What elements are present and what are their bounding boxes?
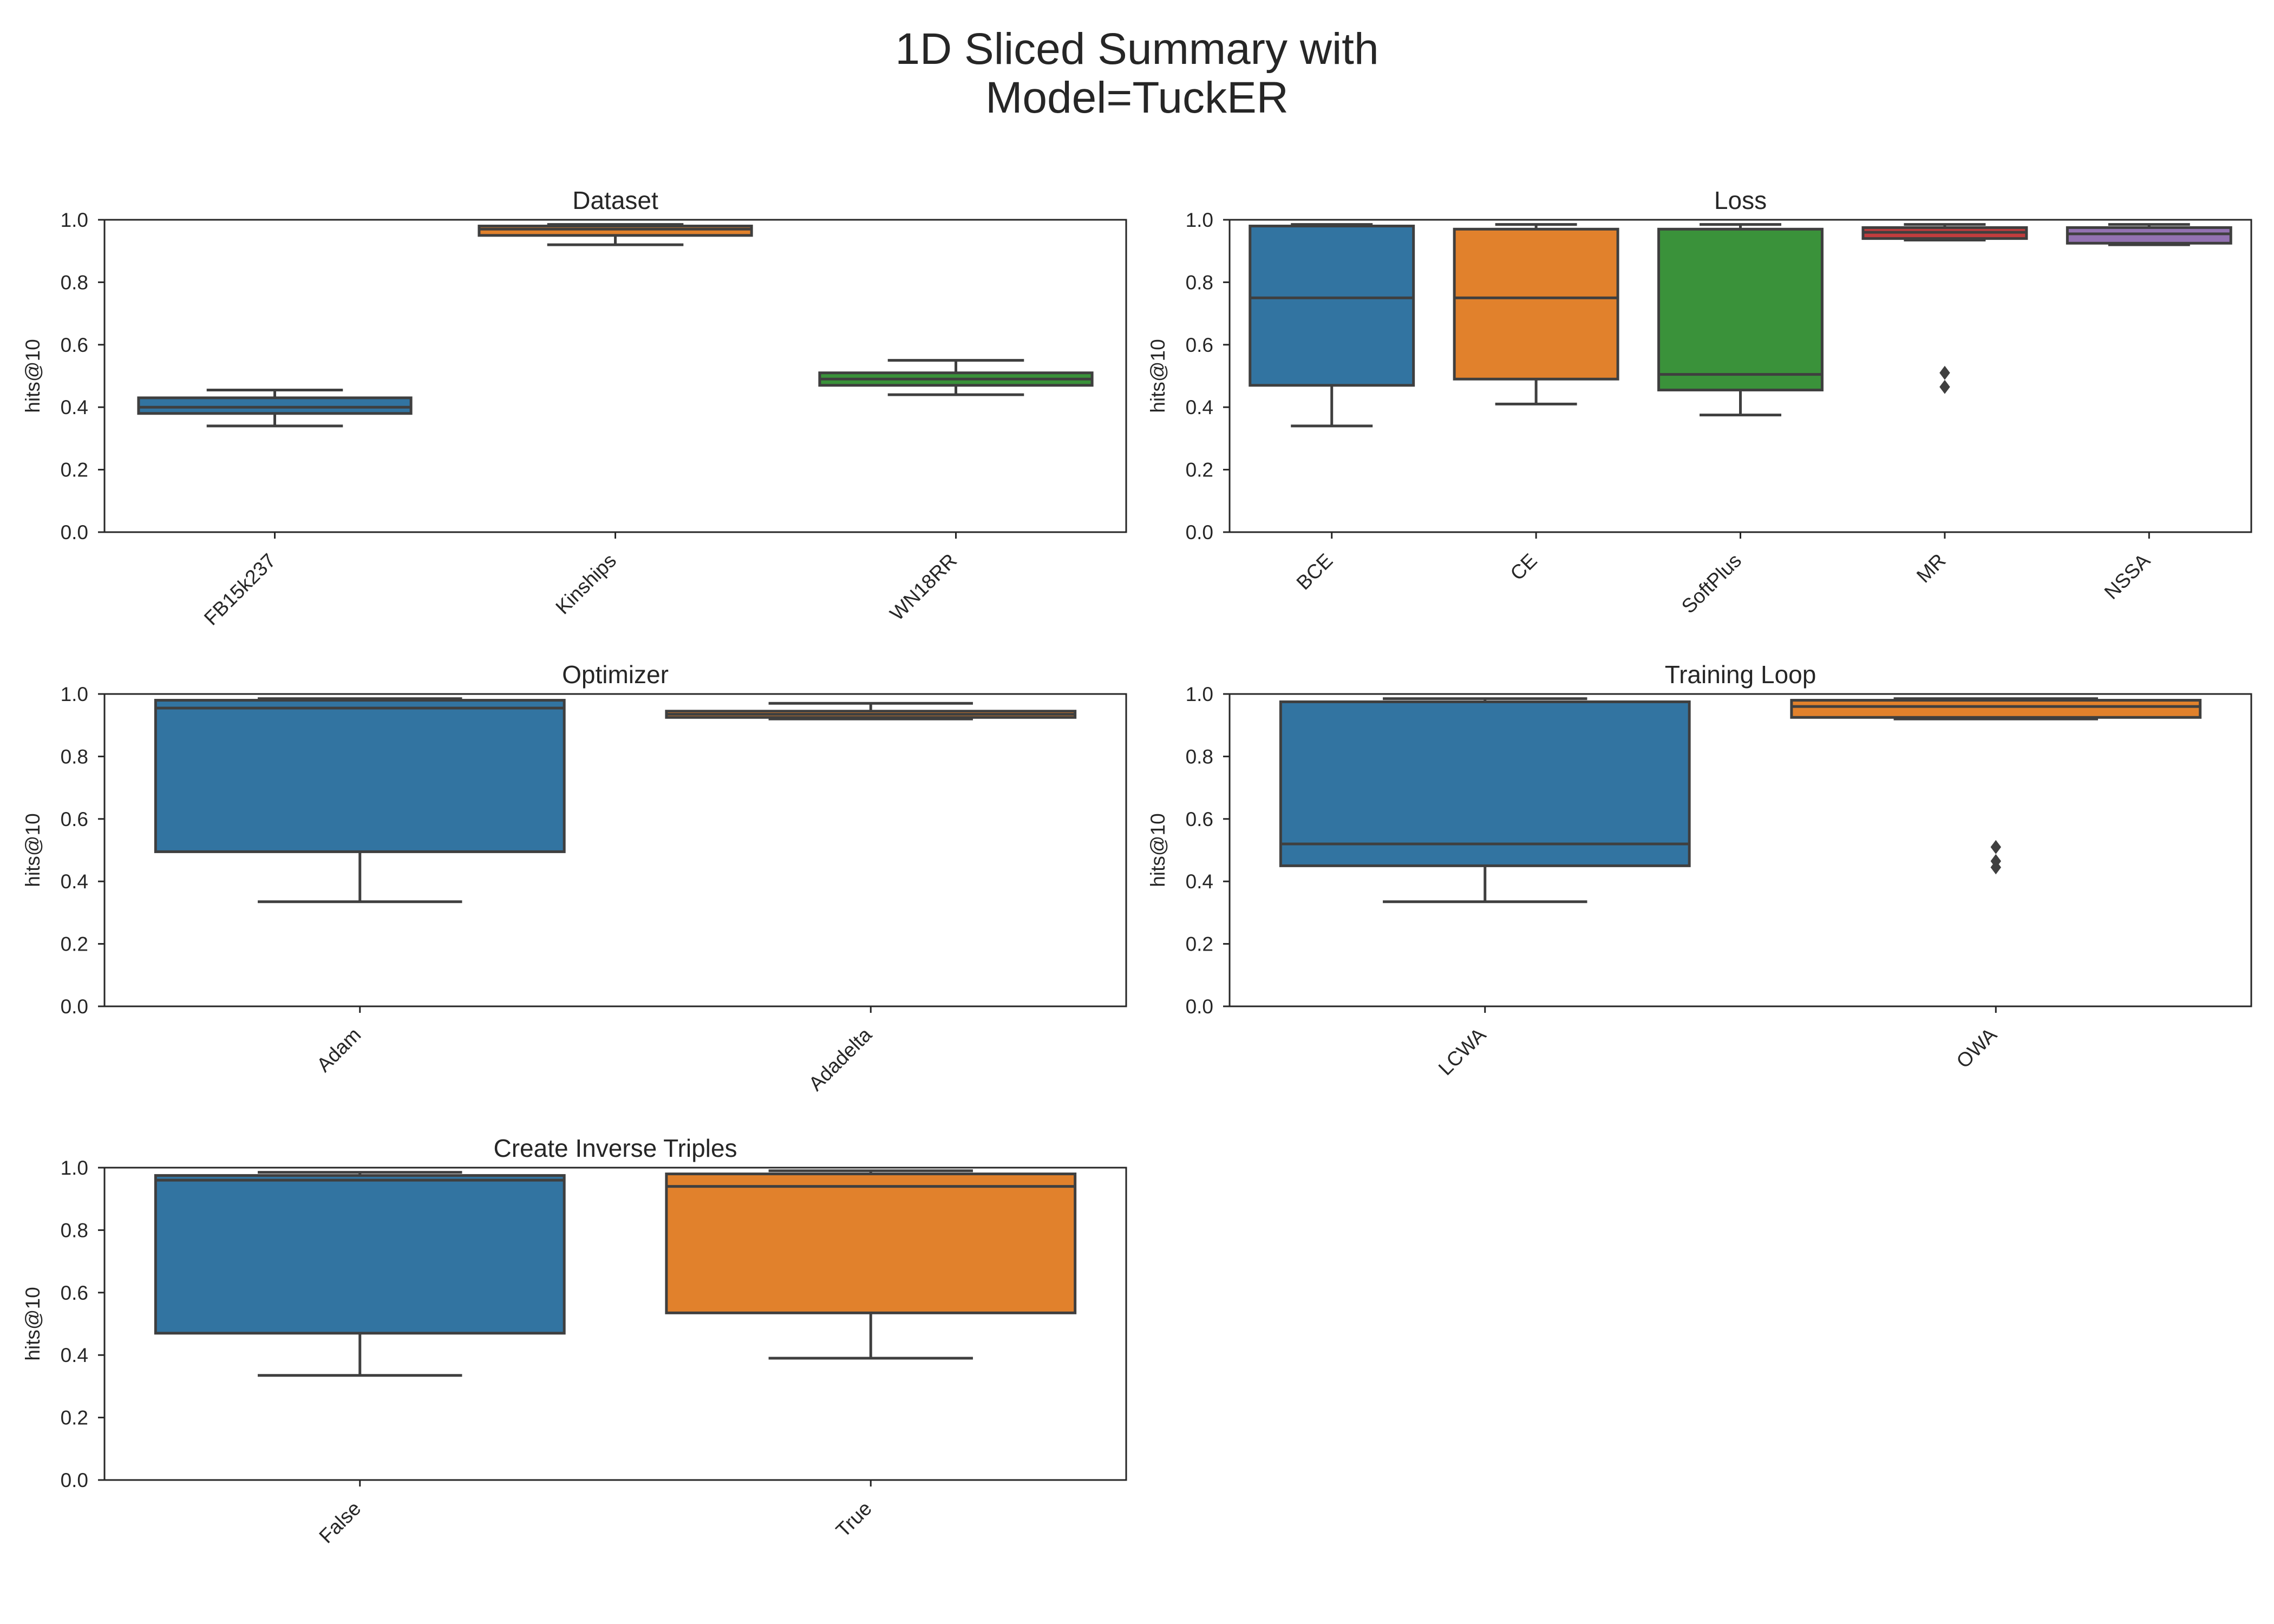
y-tick-label: 0.8 [1186, 271, 1213, 293]
y-tick-label: 0.0 [1186, 521, 1213, 543]
axes-frame [1229, 219, 2252, 533]
iqr-box [1279, 700, 1691, 867]
y-axis-label: hits@10 [1147, 813, 1169, 887]
box-true [665, 1169, 1077, 1360]
y-tick-label: 0.4 [61, 396, 88, 418]
y-tick-label: 0.4 [61, 1344, 88, 1366]
iqr-box [2066, 226, 2232, 245]
y-tick-label: 0.2 [61, 459, 88, 481]
y-tick-label: 0.4 [61, 870, 88, 893]
x-tick-label: FB15k237 [200, 549, 280, 630]
y-tick-label: 0.8 [61, 271, 88, 293]
box-owa [1790, 697, 2202, 875]
figure-title-line-1: 1D Sliced Summary with [895, 24, 1378, 74]
x-tick-label: SoftPlus [1677, 549, 1746, 618]
y-tick-label: 0.0 [1186, 996, 1213, 1018]
y-axis-label: hits@10 [22, 339, 44, 412]
y-axis-label: hits@10 [22, 813, 44, 887]
y-tick-label: 0.4 [1186, 396, 1213, 418]
y-tick-label: 0.2 [61, 933, 88, 955]
subplot-title: Optimizer [562, 660, 669, 689]
box-lcwa [1279, 697, 1691, 903]
iqr-box [1657, 227, 1824, 391]
outlier-point [1990, 840, 2001, 854]
x-tick-label: LCWA [1434, 1023, 1491, 1079]
y-tick-label: 1.0 [61, 209, 88, 231]
box-kinships [478, 223, 753, 246]
iqr-box [154, 699, 566, 853]
x-tick-label: NSSA [2100, 549, 2154, 603]
y-tick-label: 0.0 [61, 996, 88, 1018]
iqr-box [154, 1174, 566, 1335]
axes-frame [103, 693, 1127, 1007]
y-tick-label: 0.8 [1186, 745, 1213, 768]
y-tick-label: 0.8 [61, 745, 88, 768]
axes-frame [103, 1167, 1127, 1481]
subplot-loss: Loss hits@10 0.0 0.2 0.4 0.6 0.8 1.0 BCE CE SoftPl… [1147, 186, 2252, 618]
y-tick-label: 0.4 [1186, 870, 1213, 893]
y-tick-label: 0.0 [61, 521, 88, 543]
outlier-point [1939, 379, 1950, 394]
iqr-box [478, 225, 753, 237]
subplot-grid: Dataset hits@10 0.0 0.2 0.4 0.6 0.8 1.0 FB15k237… [22, 186, 2252, 1548]
x-tick-label: BCE [1292, 549, 1337, 594]
x-tick-label: Adadelta [805, 1023, 877, 1095]
y-tick-label: 0.6 [61, 1282, 88, 1304]
box-adam [154, 697, 566, 903]
y-tick-label: 0.2 [1186, 459, 1213, 481]
x-tick-label: MR [1912, 549, 1950, 587]
iqr-box [1790, 699, 2202, 719]
y-tick-label: 0.6 [61, 808, 88, 830]
y-tick-label: 1.0 [1186, 683, 1213, 705]
y-tick-label: 0.6 [61, 334, 88, 356]
y-tick-label: 0.2 [61, 1407, 88, 1429]
subplot-optimizer: Optimizer hits@10 0.0 0.2 0.4 0.6 0.8 1.0 Adam Ad… [22, 660, 1127, 1095]
box-false [154, 1171, 566, 1377]
x-tick-label: Kinships [551, 549, 620, 619]
axes-frame [103, 219, 1127, 533]
box-wn18rr [818, 359, 1094, 396]
y-axis-label: hits@10 [22, 1287, 44, 1360]
y-tick-label: 1.0 [61, 683, 88, 705]
box-bce [1249, 223, 1415, 428]
outlier-point [1990, 860, 2001, 875]
x-tick-label: OWA [1952, 1023, 2001, 1072]
iqr-box [665, 1173, 1077, 1314]
y-tick-label: 0.8 [61, 1219, 88, 1241]
figure-title-line-2: Model=TuckER [985, 73, 1289, 122]
y-tick-label: 0.0 [61, 1469, 88, 1491]
box-softplus [1657, 223, 1824, 417]
x-tick-label: CE [1506, 549, 1541, 585]
y-axis-label: hits@10 [1147, 339, 1169, 412]
box-mr [1861, 223, 2028, 394]
subplot-create-inverse-triples: Create Inverse Triples hits@10 0.0 0.2 0.4 0.… [22, 1134, 1127, 1548]
outlier-point [1939, 365, 1950, 380]
axes-frame [1229, 693, 2252, 1007]
subplot-title: Training Loop [1665, 660, 1816, 689]
subplot-training-loop: Training Loop hits@10 0.0 0.2 0.4 0.6 0.8 1.0 LC… [1147, 660, 2252, 1079]
box-nssa [2066, 223, 2232, 246]
subplot-title: Loss [1714, 186, 1767, 214]
x-tick-label: True [832, 1497, 876, 1542]
iqr-box [137, 396, 413, 415]
iqr-box [1249, 225, 1415, 387]
box-ce [1453, 223, 1619, 405]
x-tick-label: WN18RR [886, 549, 961, 625]
subplot-title: Dataset [572, 186, 658, 214]
box-fb15k237 [137, 388, 413, 428]
subplot-title: Create Inverse Triples [494, 1134, 737, 1162]
box-adadelta [665, 702, 1077, 721]
x-tick-label: Adam [312, 1024, 365, 1076]
y-tick-label: 0.6 [1186, 334, 1213, 356]
y-tick-label: 0.2 [1186, 933, 1213, 955]
y-tick-label: 0.6 [1186, 808, 1213, 830]
y-tick-label: 1.0 [1186, 209, 1213, 231]
subplot-dataset: Dataset hits@10 0.0 0.2 0.4 0.6 0.8 1.0 FB15k237… [22, 186, 1127, 630]
iqr-box [1453, 227, 1619, 381]
x-tick-label: False [315, 1497, 365, 1548]
y-tick-label: 1.0 [61, 1157, 88, 1179]
